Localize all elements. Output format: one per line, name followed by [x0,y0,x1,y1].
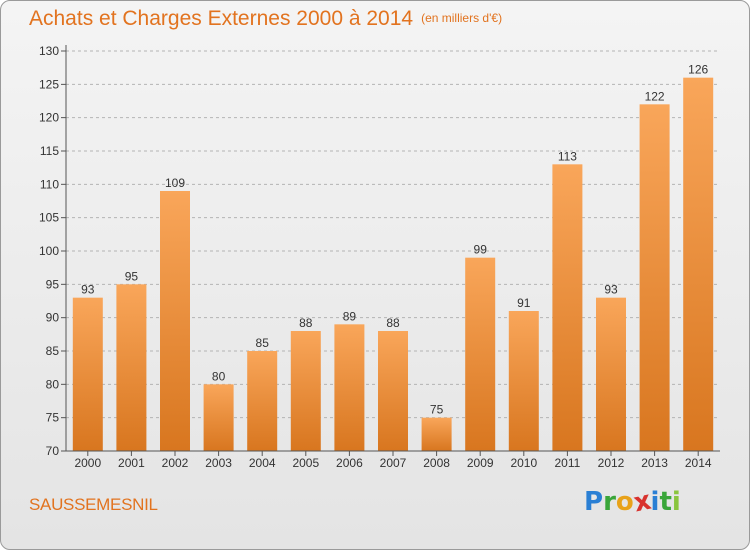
axes: 70 75 80 85 90 95 100 105 110 115 120 125 130 2000 200… [39,44,720,470]
x-tick-label: 2004 [249,456,276,470]
bar-2006 [334,324,365,451]
y-tick-label: 70 [46,444,60,458]
chart-title-unit: (en milliers d'€) [421,11,503,25]
logo-letter: i [671,487,681,517]
bar-value-label: 122 [645,89,665,103]
x-tick-label: 2003 [205,456,232,470]
y-tick-label: 85 [46,344,60,358]
bar-2007 [378,331,408,451]
logo-letter: i [650,487,660,517]
x-tick-label: 2000 [74,456,101,470]
bar-value-label: 91 [517,296,531,310]
bar-2003 [203,384,234,451]
x-tick-label: 2007 [380,456,407,470]
y-tick-label: 90 [46,311,60,325]
bar-2014 [683,77,714,452]
x-tick-label: 2001 [118,456,145,470]
proxiti-logo: Proxiti [584,486,681,519]
y-tick-label: 80 [46,377,60,391]
y-tick-label: 125 [39,77,59,91]
x-tick-label: 2014 [685,456,712,470]
y-tick-label: 110 [40,177,59,191]
bar-value-label: 89 [343,309,357,323]
bar-2009 [465,257,496,451]
bar-value-label: 126 [688,63,708,77]
y-tick-label: 95 [46,277,60,291]
logo-letter: r [603,487,616,517]
x-tick-label: 2006 [336,456,363,470]
bar-value-label: 80 [212,369,226,383]
bar-value-label: 99 [474,243,488,257]
x-tick-label: 2008 [423,456,450,470]
location-name: SAUSSEMESNIL [29,495,158,514]
y-tick-label: 100 [39,244,59,258]
bar-2001 [116,284,147,451]
y-tick-label: 105 [39,211,59,225]
logo-letter: P [584,487,604,517]
x-tick-label: 2011 [554,456,580,470]
bar-value-label: 93 [81,283,95,297]
bar-2010 [508,311,539,451]
bar-value-label: 75 [430,403,444,417]
chart-title: Achats et Charges Externes 2000 à 2014 (e… [29,7,502,31]
bar-value-label: 88 [386,316,400,330]
bar-2012 [596,297,626,451]
bar-value-label: 85 [256,336,270,350]
bar-2002 [160,191,190,451]
y-tick-label: 75 [46,411,60,425]
x-tick-label: 2010 [510,456,537,470]
y-tick-label: 115 [40,144,59,158]
x-tick-label: 2012 [598,456,625,470]
bars: 93 95 109 80 85 88 89 88 75 99 91 113 93 122 126 [72,63,714,452]
bar-value-label: 113 [558,149,577,163]
y-tick-label: 130 [39,44,59,58]
logo-letter: t [659,487,672,517]
bar-2013 [639,104,670,451]
bar-2008 [421,417,452,451]
y-tick-label: 120 [39,111,59,125]
bar-value-label: 95 [125,269,139,283]
bar-2011 [552,164,583,452]
x-tick-label: 2005 [292,456,319,470]
bar-value-label: 109 [165,176,185,190]
bar-value-label: 88 [299,316,313,330]
bar-2004 [247,351,278,451]
x-tick-label: 2002 [162,456,189,470]
x-tick-label: 2013 [641,456,668,470]
bar-2000 [72,297,103,451]
bar-2005 [290,331,321,451]
x-tick-label: 2009 [467,456,494,470]
logo-letter: o [615,487,634,517]
bar-value-label: 93 [604,283,618,297]
chart-title-main: Achats et Charges Externes 2000 à 2014 [29,7,414,30]
